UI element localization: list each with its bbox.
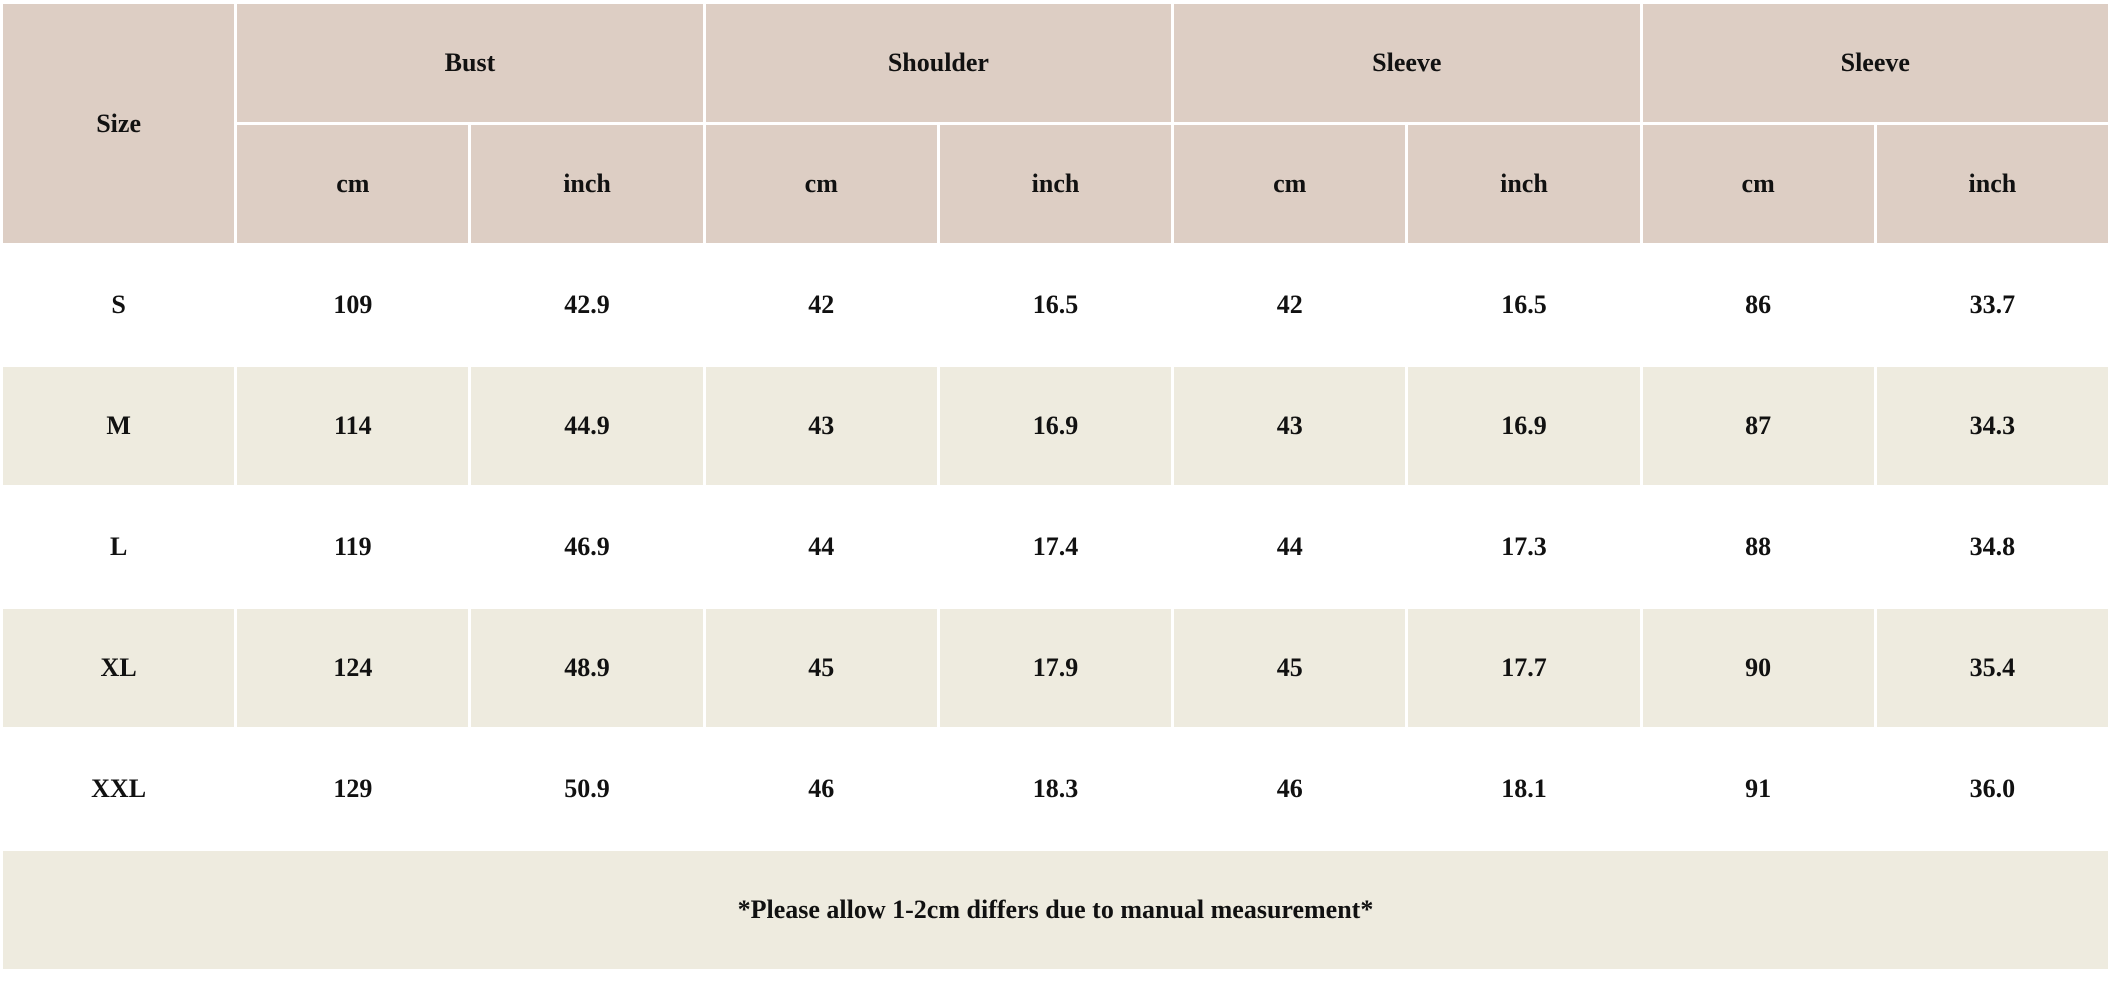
size-table: Size Bust Shoulder Sleeve Sleeve cm inch cm inch…: [0, 1, 2110, 972]
value-cell: 119: [234, 485, 472, 609]
value-cell: 46: [702, 727, 940, 851]
value-cell: 44.9: [468, 364, 706, 488]
value-cell: 45: [702, 606, 940, 730]
unit-header: cm: [234, 122, 472, 246]
value-cell: 16.9: [936, 364, 1175, 488]
group-header: Sleeve: [1639, 1, 2110, 125]
value-cell: 17.9: [936, 606, 1175, 730]
value-cell: 33.7: [1873, 243, 2110, 367]
value-cell: 44: [1171, 485, 1409, 609]
size-header: Size: [0, 1, 238, 246]
value-cell: 18.3: [936, 727, 1175, 851]
group-header: Bust: [234, 1, 706, 125]
value-cell: 129: [234, 727, 472, 851]
value-cell: 44: [702, 485, 940, 609]
value-cell: 109: [234, 243, 472, 367]
value-cell: 124: [234, 606, 472, 730]
value-cell: 91: [1639, 727, 1877, 851]
note: *Please allow 1-2cm differs due to manua…: [0, 848, 2110, 972]
size-cell: M: [0, 364, 238, 488]
unit-header: inch: [1405, 122, 1643, 246]
data-row: XXL 129 50.9 46 18.3 46 18.1 91 36.0: [0, 727, 2110, 851]
value-cell: 35.4: [1873, 606, 2110, 730]
data-row: S 109 42.9 42 16.5 42 16.5 86 33.7: [0, 243, 2110, 367]
value-cell: 43: [1171, 364, 1409, 488]
value-cell: 45: [1171, 606, 1409, 730]
value-cell: 18.1: [1405, 727, 1643, 851]
value-cell: 42.9: [468, 243, 706, 367]
value-cell: 34.3: [1873, 364, 2110, 488]
value-cell: 42: [702, 243, 940, 367]
size-cell: XXL: [0, 727, 238, 851]
unit-header: inch: [468, 122, 706, 246]
value-cell: 86: [1639, 243, 1877, 367]
value-cell: 17.4: [936, 485, 1175, 609]
group-header: Sleeve: [1171, 1, 1643, 125]
value-cell: 46: [1171, 727, 1409, 851]
value-cell: 16.5: [936, 243, 1175, 367]
unit-header: cm: [1639, 122, 1877, 246]
value-cell: 114: [234, 364, 472, 488]
unit-header: cm: [1171, 122, 1409, 246]
header-row: Size Bust Shoulder Sleeve Sleeve: [0, 1, 2110, 246]
value-cell: 16.5: [1405, 243, 1643, 367]
group-header: Shoulder: [702, 1, 1175, 125]
value-cell: 48.9: [468, 606, 706, 730]
value-cell: 16.9: [1405, 364, 1643, 488]
unit-header: inch: [936, 122, 1175, 246]
unit-header: inch: [1873, 122, 2110, 246]
data-row: M 114 44.9 43 16.9 43 16.9 87 34.3: [0, 364, 2110, 488]
value-cell: 42: [1171, 243, 1409, 367]
data-row: XL 124 48.9 45 17.9 45 17.7 90 35.4: [0, 606, 2110, 730]
value-cell: 43: [702, 364, 940, 488]
value-cell: 36.0: [1873, 727, 2110, 851]
value-cell: 34.8: [1873, 485, 2110, 609]
size-cell: XL: [0, 606, 238, 730]
data-row: L 119 46.9 44 17.4 44 17.3 88 34.8: [0, 485, 2110, 609]
value-cell: 17.3: [1405, 485, 1643, 609]
value-cell: 88: [1639, 485, 1877, 609]
size-cell: S: [0, 243, 238, 367]
header-row: cm inch cm inch cm inch cm inch: [2, 122, 2110, 246]
value-cell: 46.9: [468, 485, 706, 609]
value-cell: 90: [1639, 606, 1877, 730]
value-cell: 17.7: [1405, 606, 1643, 730]
unit-header: cm: [702, 122, 940, 246]
size-cell: L: [0, 485, 238, 609]
value-cell: 87: [1639, 364, 1877, 488]
value-cell: 50.9: [468, 727, 706, 851]
note-row: *Please allow 1-2cm differs due to manua…: [0, 848, 2110, 972]
